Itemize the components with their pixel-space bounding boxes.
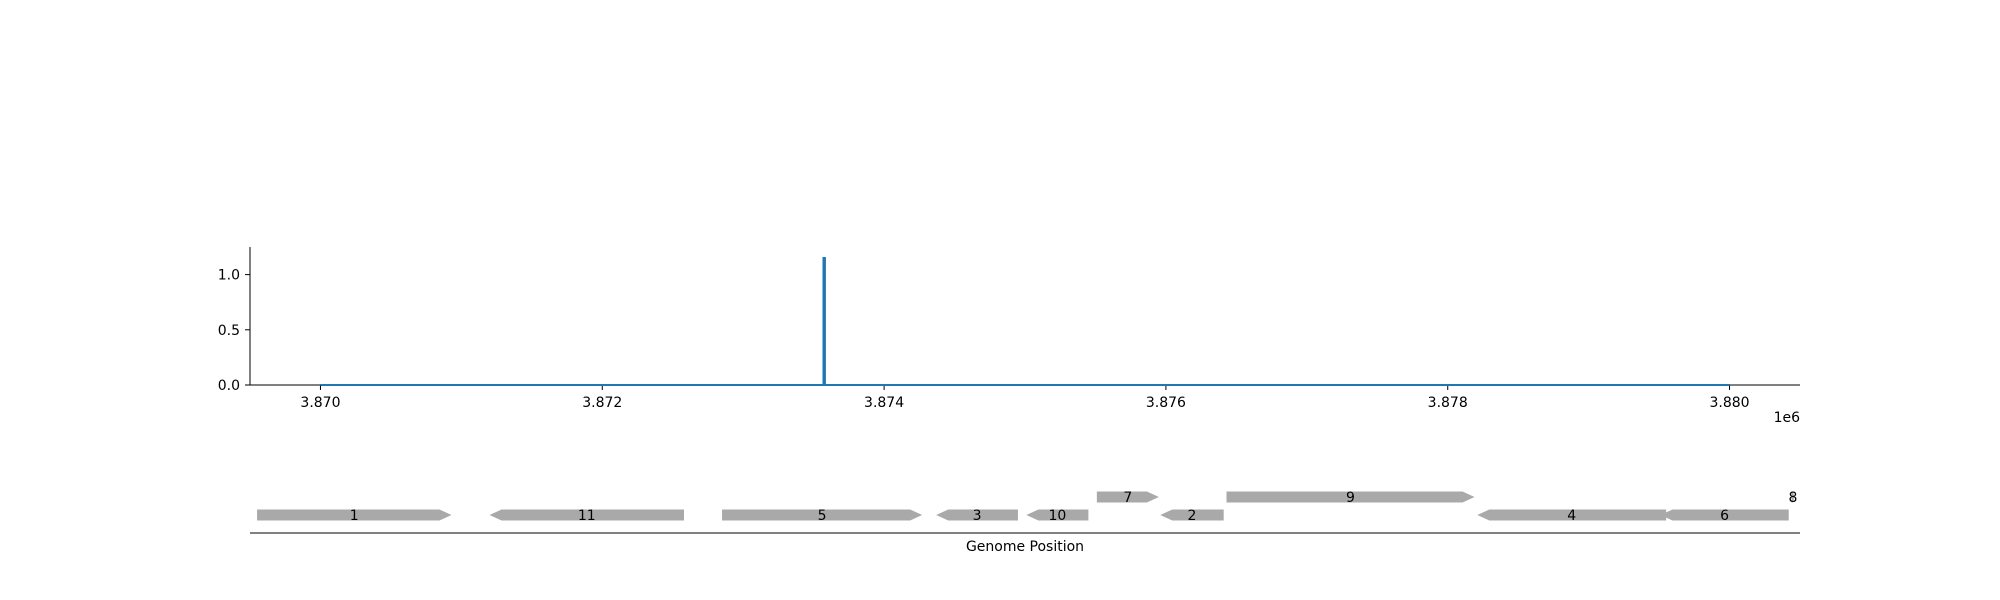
- x-tick-label: 3.872: [582, 395, 622, 411]
- y-tick-label: 1.0: [218, 268, 240, 284]
- gene-arrow: [1660, 509, 1789, 521]
- gene-label: 8: [1788, 490, 1797, 506]
- gene-label: 2: [1188, 508, 1197, 524]
- gene-arrow: [1026, 509, 1089, 521]
- coverage-line: [320, 257, 1730, 386]
- gene-arrow: [936, 509, 1018, 521]
- gene-label: 3: [973, 508, 982, 524]
- gene-arrow: [722, 509, 923, 521]
- x-tick-label: 3.880: [1709, 395, 1749, 411]
- gene-label: 9: [1346, 490, 1355, 506]
- y-tick-label: 0.5: [218, 323, 240, 339]
- gene-arrow: [1477, 509, 1667, 521]
- gene-label: 7: [1123, 490, 1132, 506]
- coverage-plot: 3.870 3.872 3.874 3.876 3.878 3.880 0.0 0.5 1.0: [218, 247, 1800, 411]
- gene-label: 4: [1567, 508, 1576, 524]
- y-tick-label: 0.0: [218, 378, 240, 394]
- x-tick-label: 3.876: [1146, 395, 1186, 411]
- x-tick-label: 3.874: [864, 395, 904, 411]
- gene-label: 1: [350, 508, 359, 524]
- gene-arrow: [1096, 491, 1159, 503]
- x-axis-offset-label: 1e6: [1774, 410, 1801, 426]
- gene-arrow: [489, 509, 684, 521]
- gene-arrow: [1791, 491, 1795, 503]
- gene-label: 5: [818, 508, 827, 524]
- gene-label: 10: [1048, 508, 1066, 524]
- x-axis-label: Genome Position: [966, 539, 1084, 555]
- x-tick-label: 3.870: [300, 395, 340, 411]
- gene-arrow: [1160, 509, 1224, 521]
- gene-label: 11: [578, 508, 596, 524]
- gene-label: 6: [1720, 508, 1729, 524]
- x-tick-label: 3.878: [1428, 395, 1468, 411]
- gene-arrow: [1226, 491, 1475, 503]
- gene-arrow: [257, 509, 452, 521]
